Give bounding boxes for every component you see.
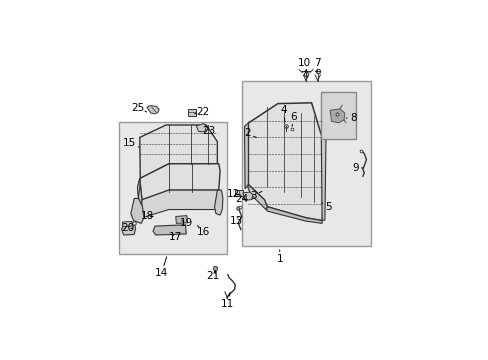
Bar xyxy=(119,122,226,254)
Polygon shape xyxy=(146,105,159,114)
Text: 20: 20 xyxy=(122,223,134,233)
Polygon shape xyxy=(329,109,344,123)
Text: 12: 12 xyxy=(226,189,240,199)
Polygon shape xyxy=(244,123,248,189)
Text: 8: 8 xyxy=(346,113,356,123)
Polygon shape xyxy=(187,109,196,116)
Text: 13: 13 xyxy=(230,216,243,226)
Text: 2: 2 xyxy=(244,128,256,138)
Polygon shape xyxy=(131,198,143,223)
Polygon shape xyxy=(248,103,322,221)
Polygon shape xyxy=(214,190,223,215)
Text: 4: 4 xyxy=(280,105,286,122)
Polygon shape xyxy=(137,179,142,210)
Text: 22: 22 xyxy=(194,107,209,117)
Polygon shape xyxy=(137,179,140,198)
Text: 6: 6 xyxy=(290,112,296,126)
Text: 18: 18 xyxy=(141,211,154,221)
Polygon shape xyxy=(175,216,187,223)
Bar xyxy=(242,81,370,246)
Text: 21: 21 xyxy=(206,271,220,281)
Text: 17: 17 xyxy=(169,232,182,242)
Polygon shape xyxy=(243,192,252,201)
Text: 23: 23 xyxy=(202,126,215,136)
Text: 19: 19 xyxy=(179,218,193,228)
Text: 16: 16 xyxy=(197,226,210,237)
Polygon shape xyxy=(266,207,322,223)
Polygon shape xyxy=(122,221,132,227)
Polygon shape xyxy=(140,164,220,200)
Polygon shape xyxy=(142,190,221,218)
Polygon shape xyxy=(234,190,243,196)
Text: 14: 14 xyxy=(154,257,168,278)
Polygon shape xyxy=(196,123,206,132)
Text: 5: 5 xyxy=(321,202,331,212)
Text: 3: 3 xyxy=(249,191,262,201)
Text: 25: 25 xyxy=(131,103,146,113)
Text: 1: 1 xyxy=(276,250,283,264)
Polygon shape xyxy=(247,185,267,210)
Polygon shape xyxy=(321,138,325,221)
Polygon shape xyxy=(122,223,135,235)
Text: 24: 24 xyxy=(235,194,248,204)
Text: 9: 9 xyxy=(351,163,362,173)
Polygon shape xyxy=(153,225,186,235)
Text: 7: 7 xyxy=(313,58,320,72)
Text: 11: 11 xyxy=(221,294,234,309)
Polygon shape xyxy=(140,125,217,179)
Bar xyxy=(321,92,355,139)
Text: 15: 15 xyxy=(122,138,139,148)
Text: 10: 10 xyxy=(298,58,310,72)
